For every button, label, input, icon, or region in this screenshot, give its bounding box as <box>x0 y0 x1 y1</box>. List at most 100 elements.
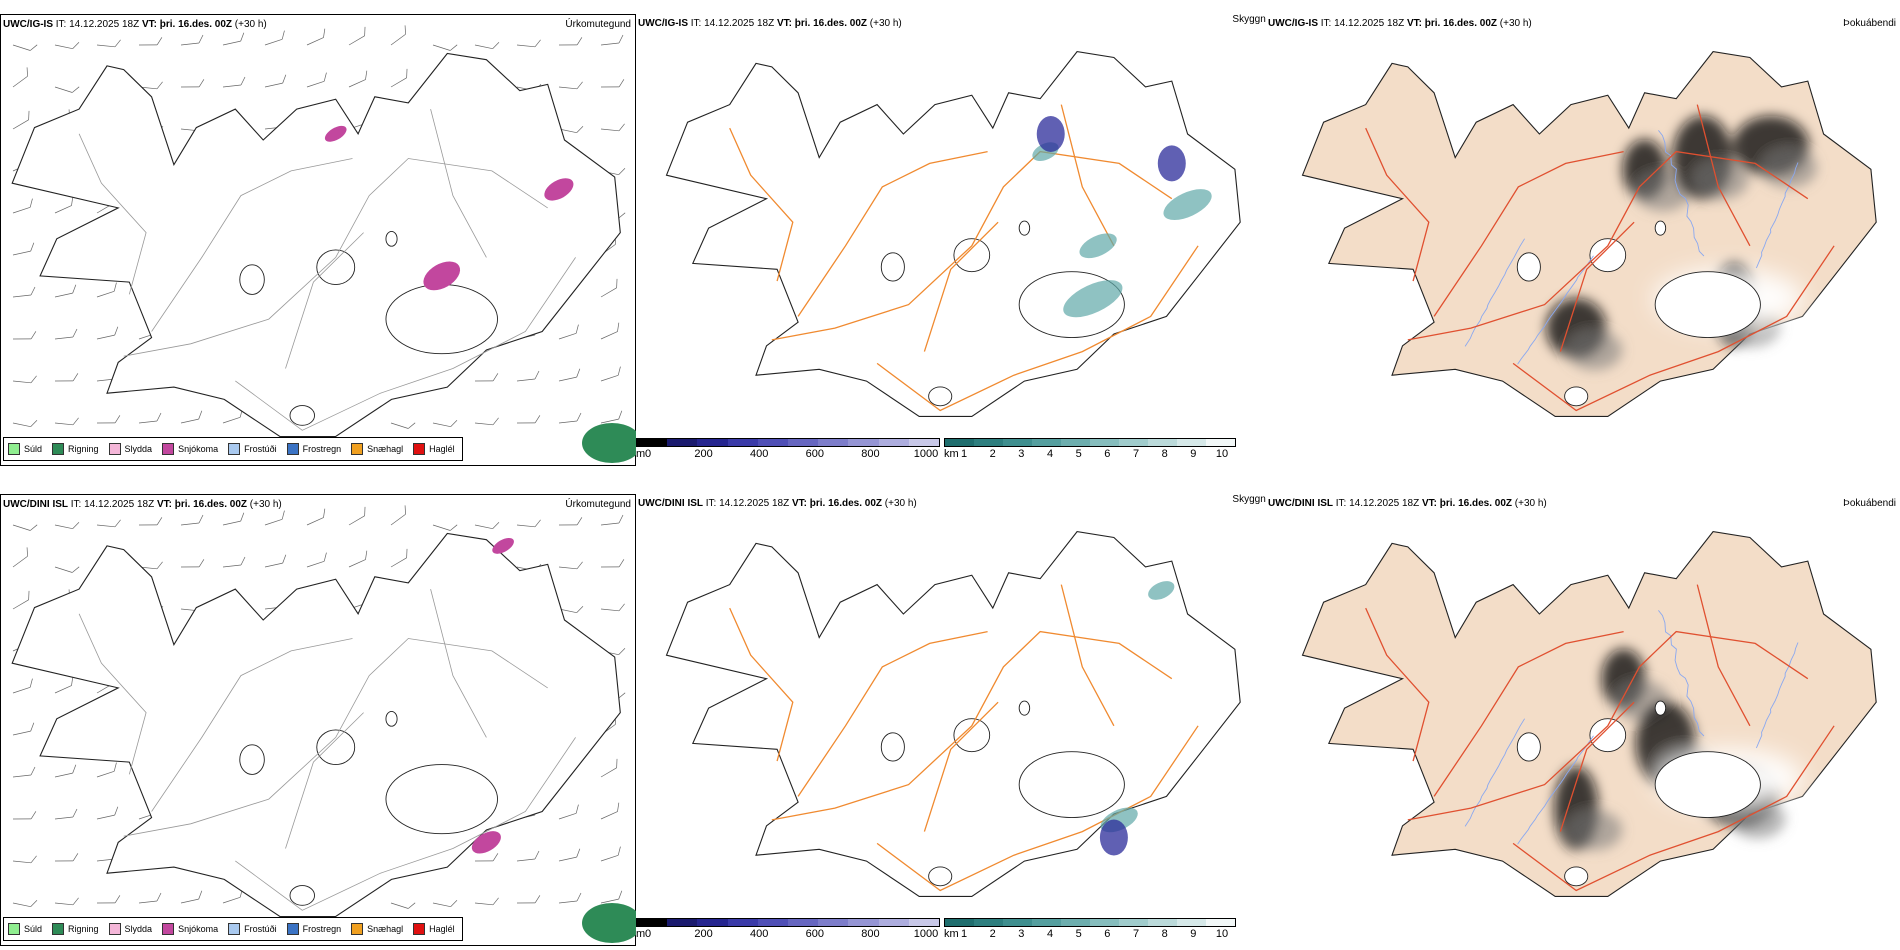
colorbar-tick: 800 <box>861 928 880 940</box>
wind-barb <box>516 895 541 904</box>
colorbar-bin <box>908 439 940 446</box>
colorbar-strip <box>944 438 1236 447</box>
wind-barb <box>54 86 80 93</box>
wind-barb <box>96 326 119 340</box>
colorbar-bin <box>818 919 849 926</box>
wind-barb <box>390 25 406 46</box>
legend-item: Snjókoma <box>162 923 218 935</box>
river-line <box>1755 642 1799 749</box>
wind-barb <box>600 514 624 526</box>
colorbar-bin <box>667 919 698 926</box>
wind-barb <box>516 39 541 48</box>
colorbar-bin <box>1177 439 1206 446</box>
colorbar-bin <box>818 439 849 446</box>
road-line <box>1512 725 1835 892</box>
glacier-outline <box>385 764 498 835</box>
iceland-outline <box>665 531 1241 897</box>
colorbar-bin <box>974 439 1003 446</box>
legend-swatch <box>413 443 426 455</box>
colorbar-bin <box>1148 439 1177 446</box>
glacier-outline <box>1516 732 1541 762</box>
wind-barb <box>474 522 500 530</box>
legend-item: Súld <box>8 443 42 455</box>
road-line <box>123 158 548 357</box>
glacier-outline <box>953 238 991 273</box>
fog-grey-area <box>1566 810 1623 851</box>
colorbar-tick: 5 <box>1075 928 1082 940</box>
colorbar-bin <box>848 439 879 446</box>
cloudbase-colorbar: m 0 200 400 600 800 1000 <box>636 438 940 461</box>
wind-barb <box>54 42 80 50</box>
river-line <box>1517 735 1594 845</box>
legend-item: Snæhagl <box>351 443 403 455</box>
visibility-colorbar: km 1 2 3 4 5 6 7 8 9 10 <box>944 918 1236 941</box>
wind-barb <box>12 331 37 340</box>
colorbar-tick: 600 <box>805 928 824 940</box>
legend-label: Snjókoma <box>178 924 219 934</box>
legend-item: Frostregn <box>286 923 341 935</box>
wind-barb <box>306 552 327 568</box>
field-title: Þokuábendi <box>1843 498 1896 509</box>
wind-barb <box>180 79 205 88</box>
glacier-outline <box>239 264 265 295</box>
colorbar-bin <box>1061 439 1090 446</box>
wind-barb <box>96 282 117 298</box>
legend-label: Slydda <box>124 924 153 934</box>
wind-barb <box>348 26 366 46</box>
road-line <box>235 737 576 911</box>
wind-barb <box>558 561 583 570</box>
wind-barb <box>54 373 79 382</box>
field-title: Þokuábendi <box>1843 18 1896 29</box>
wind-barb <box>180 410 203 424</box>
wind-barb <box>600 278 618 298</box>
wind-barb <box>96 895 121 904</box>
colorbar-bin <box>1119 919 1148 926</box>
colorbar-tick: 6 <box>1104 928 1111 940</box>
legend-item: Rigning <box>52 923 99 935</box>
wind-barb <box>390 68 408 88</box>
wind-barb <box>474 42 500 50</box>
road-line <box>923 221 999 352</box>
legend-label: Slydda <box>124 444 153 454</box>
road-line <box>123 638 548 837</box>
glacier-outline <box>1654 751 1761 818</box>
glacier-outline <box>928 866 953 887</box>
precip-legend: Súld Rigning Slydda Snjókoma Frostúði Frostre… <box>3 917 463 941</box>
legend-swatch <box>52 443 65 455</box>
colorbar-tick: 10 <box>1215 928 1229 940</box>
colorbar-bin <box>1148 919 1177 926</box>
legend-label: Frostregn <box>302 444 342 454</box>
rain-patch <box>582 903 642 943</box>
wind-barb <box>12 900 38 908</box>
glacier-outline <box>1018 271 1125 338</box>
colorbar-bin <box>637 919 668 926</box>
colorbar-bin <box>697 919 728 926</box>
colorbar-tick: 200 <box>694 928 713 940</box>
wind-barb <box>96 806 119 820</box>
colorbar-tick: 1 <box>960 928 968 940</box>
wind-barb <box>264 510 285 526</box>
colorbar-tick: 8 <box>1161 448 1168 460</box>
legend-item: Snæhagl <box>351 923 403 935</box>
glacier-outline <box>1589 718 1627 753</box>
wind-barb <box>180 559 205 568</box>
snow-patch <box>423 261 461 291</box>
river-line <box>1755 162 1799 269</box>
colorbar-bin <box>1003 439 1032 446</box>
wind-barb <box>600 802 620 820</box>
wind-barb <box>558 37 583 46</box>
colorbar-tick: 400 <box>750 928 769 940</box>
colorbar-tick: 400 <box>750 448 769 460</box>
wind-barb <box>264 30 285 46</box>
colorbar-bin <box>878 919 909 926</box>
visibility-map <box>665 51 1241 417</box>
wind-barb <box>558 892 582 904</box>
colorbar-bin <box>1177 919 1206 926</box>
wind-barb <box>96 415 121 424</box>
fog-grey-area <box>1692 159 1749 200</box>
wind-barb <box>600 603 625 612</box>
wind-barb <box>600 123 625 132</box>
field-title: Skyggni <box>1232 494 1268 505</box>
river-line <box>1658 610 1705 737</box>
road-line <box>729 127 794 282</box>
